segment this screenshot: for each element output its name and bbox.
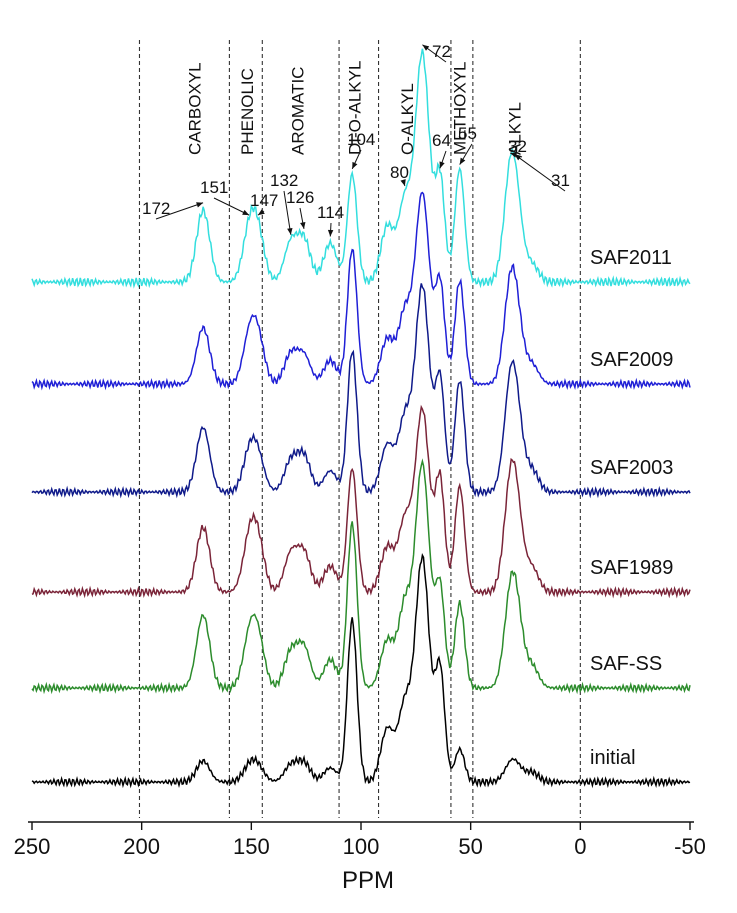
peak-arrowhead xyxy=(459,157,466,165)
series-line-saf1989 xyxy=(31,404,691,599)
peak-label: 147 xyxy=(250,191,278,210)
x-tick-label: 100 xyxy=(343,834,380,859)
series-line-saf2009 xyxy=(31,191,691,391)
peak-arrowhead xyxy=(400,179,406,187)
series-label: initial xyxy=(590,747,636,769)
peak-label: 132 xyxy=(270,171,298,190)
region-label: O-ALKYL xyxy=(398,83,417,155)
peak-label: 104 xyxy=(347,130,375,149)
peak-arrowhead xyxy=(514,154,522,161)
series-label: SAF-SS xyxy=(590,653,662,675)
series-line-initial xyxy=(31,552,691,789)
region-label: AROMATIC xyxy=(288,67,307,155)
series-label: SAF2003 xyxy=(590,457,673,479)
peak-arrowhead xyxy=(242,209,250,216)
peak-label: 80 xyxy=(390,163,409,182)
peak-label: 172 xyxy=(142,199,170,218)
peak-arrowhead xyxy=(422,44,430,51)
peak-arrowhead xyxy=(257,209,265,216)
peak-arrow xyxy=(514,154,566,192)
peak-arrow xyxy=(283,190,292,235)
region-label: CARBOXYL xyxy=(185,62,204,155)
peak-label: 31 xyxy=(551,171,570,190)
series-line-saf2011 xyxy=(31,48,691,289)
peak-label: 126 xyxy=(286,188,314,207)
peak-arrowhead xyxy=(439,161,445,169)
peak-arrow xyxy=(155,202,204,220)
region-label: PHENOLIC xyxy=(238,68,257,155)
peak-arrowhead xyxy=(300,222,306,229)
region-labels: CARBOXYL PHENOLIC AROMATIC DI-O-ALKYL O-ALKY… xyxy=(185,61,524,155)
peak-label: 64 xyxy=(432,131,451,150)
x-axis-title: PPM xyxy=(342,867,394,894)
peak-label: 32 xyxy=(508,137,527,156)
peak-arrowhead xyxy=(196,202,204,208)
peak-label: 72 xyxy=(432,42,451,61)
x-axis: 250 200 150 100 50 0 -50 xyxy=(14,821,706,859)
peak-label: 55 xyxy=(458,124,477,143)
series-label: SAF2009 xyxy=(590,349,673,371)
peak-label: 114 xyxy=(317,203,344,222)
x-tick-label: 0 xyxy=(574,834,586,859)
peak-arrowhead xyxy=(287,227,293,235)
region-label: DI-O-ALKYL xyxy=(345,61,364,155)
peak-arrowhead xyxy=(327,229,334,237)
x-tick-label: 150 xyxy=(233,834,270,859)
peak-arrow xyxy=(213,197,250,216)
region-boundaries xyxy=(138,40,581,818)
x-tick-label: 250 xyxy=(14,834,51,859)
series-line-saf-ss xyxy=(31,458,691,695)
x-tick-label: 200 xyxy=(123,834,160,859)
region-label: ALKYL xyxy=(506,102,525,155)
peak-label: 151 xyxy=(200,178,228,197)
peak-arrowhead xyxy=(352,161,358,169)
region-label: METHOXYL xyxy=(451,61,470,155)
series-label: SAF2011 xyxy=(590,247,672,269)
x-tick-label: 50 xyxy=(458,834,482,859)
peak-arrowhead xyxy=(510,152,518,158)
spectra-series: SAF2011 SAF2009 SAF2003 SAF1989 SAF-SS initia… xyxy=(31,48,691,789)
series-line-saf2003 xyxy=(31,283,691,499)
series-label: SAF1989 xyxy=(590,557,673,579)
x-tick-label: -50 xyxy=(674,834,706,859)
